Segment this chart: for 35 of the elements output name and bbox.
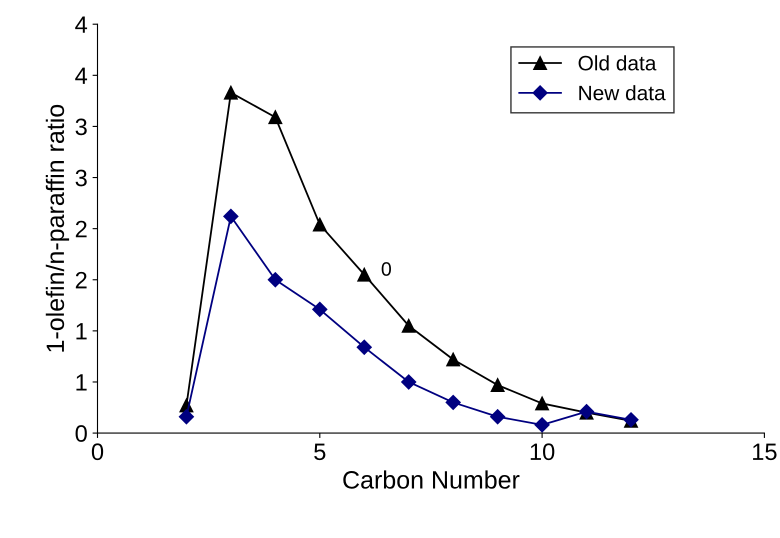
point	[534, 417, 550, 432]
y-tick-label: 3	[76, 118, 87, 136]
y-tick-label: 4	[75, 16, 88, 33]
y-tick-label: 4	[75, 68, 88, 84]
point	[178, 409, 194, 424]
y-tick-label: 2	[76, 272, 87, 288]
point	[357, 268, 372, 282]
x-tick-label: 15	[753, 444, 777, 460]
y-tick-label: 3	[76, 170, 87, 186]
annotation: 0	[382, 262, 391, 276]
x-tick-label: 0	[92, 443, 104, 460]
point	[402, 318, 416, 333]
y-tick-label: 0	[76, 425, 87, 442]
point	[268, 110, 282, 124]
point	[446, 394, 461, 410]
y-tick-label: 1	[76, 323, 87, 340]
point	[224, 86, 238, 100]
point	[268, 272, 283, 288]
point	[490, 378, 505, 392]
x-tick-label: 10	[530, 443, 554, 460]
x-tick-label: 5	[314, 444, 326, 460]
point	[446, 352, 460, 366]
point	[312, 302, 328, 317]
y-tick-label: 1	[76, 374, 87, 391]
point	[401, 374, 416, 390]
point	[223, 208, 238, 224]
legend-label: Old data	[578, 55, 656, 71]
x-axis-title: Carbon Number	[343, 470, 520, 489]
point	[356, 340, 372, 355]
point	[312, 218, 327, 232]
legend-label: New data	[579, 85, 666, 100]
y-axis-title: 1-olefin/n-paraffin ratio	[46, 104, 70, 352]
point	[535, 396, 550, 410]
point	[490, 409, 506, 424]
y-tick-label: 2	[76, 220, 87, 238]
